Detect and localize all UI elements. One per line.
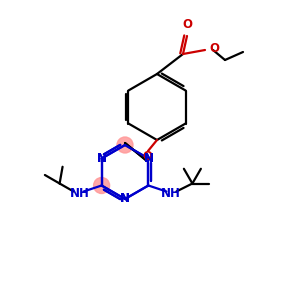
Text: NH: NH [70,187,90,200]
Text: N: N [120,193,130,206]
Text: O: O [209,43,219,56]
Text: O: O [142,149,152,163]
Text: N: N [143,152,153,165]
Text: N: N [97,152,106,165]
Text: N: N [143,152,153,165]
Text: N: N [97,152,106,165]
Text: O: O [182,18,192,31]
Circle shape [94,178,109,194]
Circle shape [117,137,133,153]
Text: N: N [120,193,130,206]
Text: NH: NH [160,187,180,200]
